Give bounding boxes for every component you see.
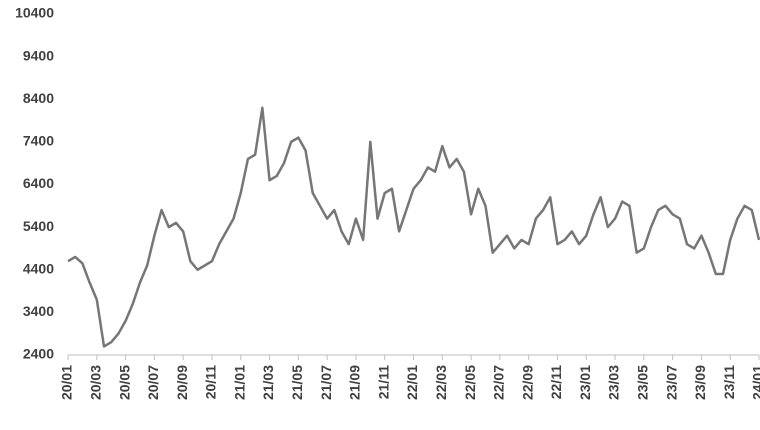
x-tick-label: 21/05 [289, 365, 305, 400]
x-tick-label: 20/09 [174, 365, 190, 400]
x-tick-label: 21/01 [231, 365, 247, 400]
y-tick-label: 7400 [23, 133, 54, 149]
x-tick-label: 21/03 [260, 365, 276, 400]
x-tick-label: 22/11 [548, 365, 564, 399]
y-tick-label: 10400 [15, 5, 54, 21]
data-line [67, 106, 760, 348]
y-tick-label: 6400 [23, 175, 54, 191]
x-tick-label: 21/11 [375, 365, 391, 399]
x-tick-label: 20/11 [203, 365, 219, 399]
x-tick-label: 22/07 [491, 365, 507, 400]
y-tick-label: 4400 [23, 260, 54, 276]
x-tick-label: 23/07 [663, 365, 679, 400]
x-tick-label: 23/01 [577, 365, 593, 400]
x-tick-label: 20/05 [116, 365, 132, 400]
x-tick-label: 21/09 [347, 365, 363, 400]
x-tick-label: 23/05 [635, 365, 651, 400]
x-tick-label: 22/05 [462, 365, 478, 400]
x-tick-label: 20/03 [87, 365, 103, 400]
y-tick-label: 9400 [23, 47, 54, 63]
x-tick-label: 22/03 [433, 365, 449, 400]
x-tick-label: 22/01 [404, 365, 420, 400]
x-tick-label: 23/09 [692, 365, 708, 400]
y-tick-label: 5400 [23, 218, 54, 234]
x-tick-label: 24/01 [750, 365, 760, 400]
x-tick-label: 23/11 [721, 365, 737, 399]
x-tick-label: 21/07 [318, 365, 334, 400]
x-tick-label: 22/09 [519, 365, 535, 400]
x-tick-label: 23/03 [606, 365, 622, 400]
y-tick-label: 8400 [23, 90, 54, 106]
y-tick-label: 2400 [23, 346, 54, 362]
x-tick-label: 20/01 [59, 365, 75, 400]
x-tick-label: 20/07 [145, 365, 161, 400]
y-tick-label: 3400 [23, 303, 54, 319]
